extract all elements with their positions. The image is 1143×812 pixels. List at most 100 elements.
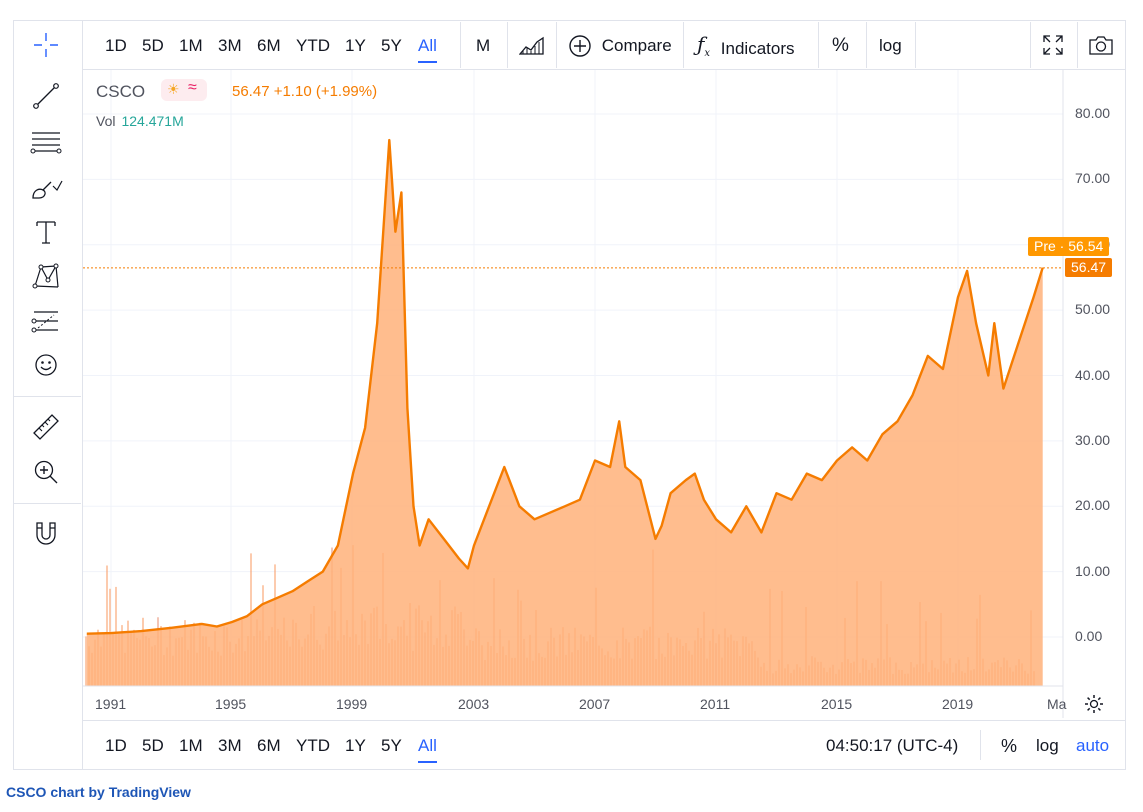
toolbar-separator — [915, 22, 916, 68]
y-tick-label: 10.00 — [1075, 562, 1111, 579]
forecast-tool[interactable] — [28, 303, 64, 339]
y-tick-label: 30.00 — [1075, 431, 1111, 448]
bottom-percent-toggle[interactable]: % — [1001, 736, 1018, 756]
log-toggle[interactable]: log — [879, 36, 902, 55]
wave-icon: ≈ — [188, 79, 197, 96]
indicators-label: Indicators — [720, 39, 795, 58]
zoom-in-tool[interactable] — [28, 454, 64, 490]
volume-bar — [106, 565, 108, 686]
add-circle-icon — [569, 35, 591, 57]
range-1d[interactable]: 1D — [105, 36, 127, 55]
volume-bar — [85, 636, 87, 686]
text-icon — [36, 221, 56, 244]
bottom-range-3m[interactable]: 3M — [218, 736, 242, 755]
pattern-tool[interactable] — [28, 258, 64, 294]
pattern-icon — [32, 263, 59, 289]
magnet-tool[interactable] — [28, 515, 64, 551]
brush-tool[interactable] — [28, 169, 64, 205]
price-change: 56.47 +1.10 (+1.99%) — [232, 83, 378, 100]
left-toolbar — [14, 21, 83, 769]
snapshot-button[interactable] — [1088, 34, 1114, 61]
fullscreen-button[interactable] — [1042, 34, 1064, 61]
top-toolbar — [83, 21, 1125, 70]
vol-value: 124.471M — [121, 113, 184, 129]
bottom-range-ytd[interactable]: YTD — [296, 736, 330, 755]
indicators-button[interactable]: ƒx Indicators — [697, 34, 794, 64]
y-tick-label: 0.00 — [1075, 628, 1103, 644]
price-line — [86, 138, 1044, 635]
crosshair-icon — [34, 33, 58, 57]
toolbar-separator — [683, 22, 684, 68]
range-5y[interactable]: 5Y — [381, 36, 402, 55]
chart-widget-frame — [13, 20, 1126, 770]
session-status[interactable]: ☀ ≈ — [161, 79, 207, 101]
tradingview-credit[interactable]: CSCO chart by TradingView — [6, 784, 191, 800]
x-tick-label: 2019 — [942, 696, 974, 712]
auto-scale-toggle[interactable]: auto — [1076, 736, 1110, 755]
x-tick-label: 1995 — [215, 696, 247, 712]
ruler-icon — [33, 414, 59, 440]
emoji-tool[interactable] — [28, 347, 64, 383]
magnet-icon — [36, 522, 56, 545]
volume-legend: Vol 124.471M — [96, 113, 184, 129]
bottom-range-5d[interactable]: 5D — [142, 736, 164, 755]
crosshair-tool[interactable] — [28, 27, 64, 63]
zoom-in-icon — [34, 460, 58, 484]
bottom-log-toggle[interactable]: log — [1036, 736, 1059, 755]
y-tick-label: 70.00 — [1075, 170, 1111, 187]
x-tick-label: 2011 — [700, 696, 731, 712]
range-1y[interactable]: 1Y — [345, 36, 366, 55]
sun-icon: ☀ — [167, 81, 180, 97]
bottom-range-6m[interactable]: 6M — [257, 736, 281, 755]
toolbar-separator — [460, 22, 461, 68]
vol-label: Vol — [96, 113, 116, 129]
range-1m[interactable]: 1M — [179, 36, 203, 55]
bottom-range-1m[interactable]: 1M — [179, 736, 203, 755]
ruler-tool[interactable] — [28, 409, 64, 445]
horizontal-lines-tool[interactable] — [28, 124, 64, 160]
toolbar-separator — [1077, 22, 1078, 68]
y-tick-label: 80.00 — [1075, 105, 1111, 121]
horizontal-lines-icon — [30, 132, 62, 154]
pre-market-badge: Pre · 56.54 — [1028, 237, 1110, 257]
last-price-badge: 56.47 — [1065, 257, 1113, 277]
toolbar-separator — [507, 22, 508, 68]
compare-label: Compare — [601, 36, 672, 55]
area-chart-icon — [518, 36, 544, 55]
x-tick-label: 2007 — [579, 696, 611, 712]
interval-button[interactable]: M — [476, 36, 491, 55]
toolbar-separator — [1030, 22, 1031, 68]
emoji-icon — [35, 354, 57, 376]
settings-button[interactable] — [1084, 694, 1104, 719]
gear-icon — [1085, 695, 1103, 713]
price-area-fill — [86, 140, 1043, 687]
trend-line-tool[interactable] — [28, 78, 64, 114]
range-5d[interactable]: 5D — [142, 36, 164, 55]
x-tick-label: 1991 — [95, 696, 127, 712]
fullscreen-icon — [1043, 35, 1063, 55]
percent-toggle[interactable]: % — [832, 35, 849, 56]
y-tick-label: 40.00 — [1075, 366, 1111, 383]
time-scale-cut-label: Ma — [1047, 696, 1067, 712]
bottom-range-1d[interactable]: 1D — [105, 736, 127, 755]
bottom-range-all[interactable]: All — [418, 736, 437, 763]
toolbar-separator — [14, 396, 81, 397]
toolbar-separator — [818, 22, 819, 68]
text-tool[interactable] — [28, 214, 64, 250]
camera-icon — [1089, 36, 1113, 55]
bottom-range-1y[interactable]: 1Y — [345, 736, 366, 755]
function-icon: ƒx — [697, 32, 711, 59]
clock-timezone[interactable]: 04:50:17 (UTC-4) — [826, 736, 959, 755]
bottom-toolbar — [83, 720, 1125, 770]
compare-button[interactable]: Compare — [568, 34, 672, 58]
brush-icon — [32, 180, 63, 199]
x-tick-label: 1999 — [336, 696, 368, 712]
range-ytd[interactable]: YTD — [296, 36, 330, 55]
range-3m[interactable]: 3M — [218, 36, 242, 55]
bottom-range-5y[interactable]: 5Y — [381, 736, 402, 755]
range-all[interactable]: All — [418, 36, 437, 63]
range-6m[interactable]: 6M — [257, 36, 281, 55]
chart-style-button[interactable] — [518, 34, 545, 61]
symbol-name: CSCO — [96, 82, 146, 101]
